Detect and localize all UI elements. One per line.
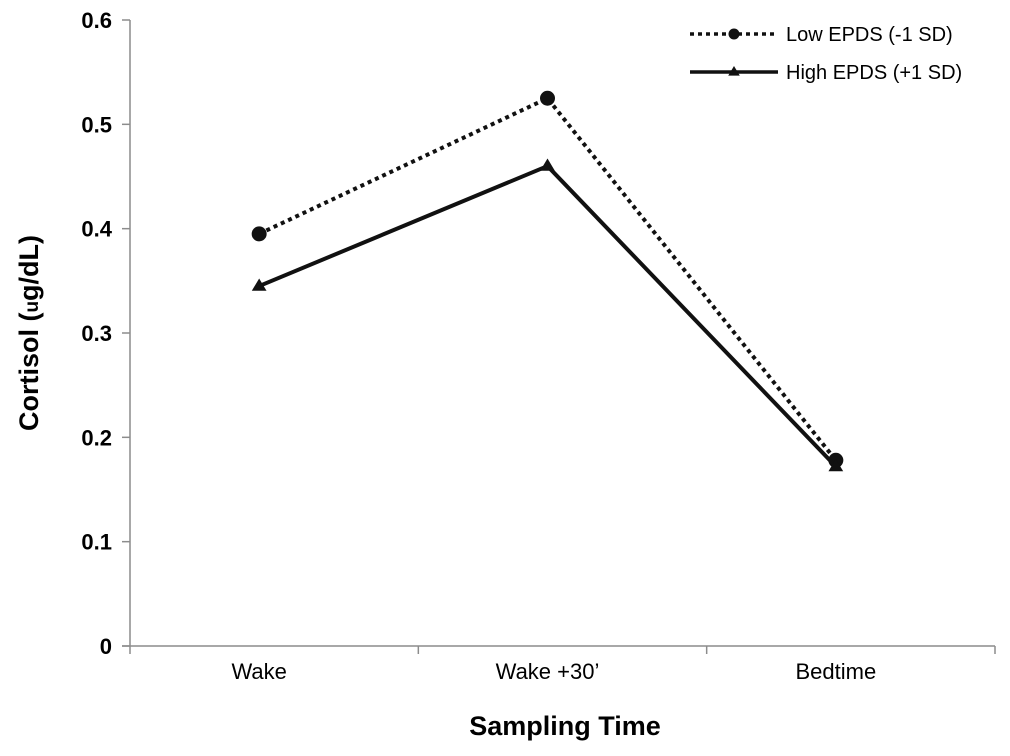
y-axis-title: Cortisol (ug/dL) xyxy=(14,235,44,431)
x-axis-title: Sampling Time xyxy=(469,711,661,741)
legend-item: Low EPDS (-1 SD) xyxy=(690,24,953,46)
data-point-circle xyxy=(540,90,555,106)
legend-label: High EPDS (+1 SD) xyxy=(786,62,962,84)
data-point-triangle xyxy=(828,458,844,472)
data-point-triangle xyxy=(728,66,740,76)
legend-item: High EPDS (+1 SD) xyxy=(690,62,962,84)
y-tick-label: 0.1 xyxy=(81,530,112,555)
series-line xyxy=(258,96,838,462)
y-axis-title-part: g/dL) xyxy=(14,235,44,301)
x-tick-label: Wake xyxy=(231,659,286,684)
data-point-triangle xyxy=(251,278,267,291)
y-tick-label: 0.2 xyxy=(81,425,112,450)
y-tick-label: 0.3 xyxy=(81,321,112,346)
x-tick-label: Wake +30’ xyxy=(496,659,600,684)
legend-label: Low EPDS (-1 SD) xyxy=(786,24,953,46)
series-group xyxy=(251,90,844,472)
data-point-circle xyxy=(251,226,267,242)
y-tick-label: 0.5 xyxy=(81,112,112,137)
series-line xyxy=(258,164,838,468)
y-tick-label: 0.4 xyxy=(81,217,112,242)
y-axis-title-part: Cortisol ( xyxy=(14,313,44,432)
series-2 xyxy=(251,158,844,472)
data-point-triangle xyxy=(540,158,555,171)
data-point-circle xyxy=(728,28,740,40)
series-1 xyxy=(251,90,844,468)
y-tick-label: 0.6 xyxy=(81,8,112,33)
y-tick-label: 0 xyxy=(100,634,112,659)
axes: 0 0.1 0.2 0.3 0.4 0.5 0.6 Wake Wake +30’ Bedtime xyxy=(81,8,996,684)
y-axis-title-unit: u xyxy=(22,301,43,313)
x-tick-label: Bedtime xyxy=(795,659,876,684)
legend: Low EPDS (-1 SD) High EPDS (+1 SD) xyxy=(690,24,962,84)
